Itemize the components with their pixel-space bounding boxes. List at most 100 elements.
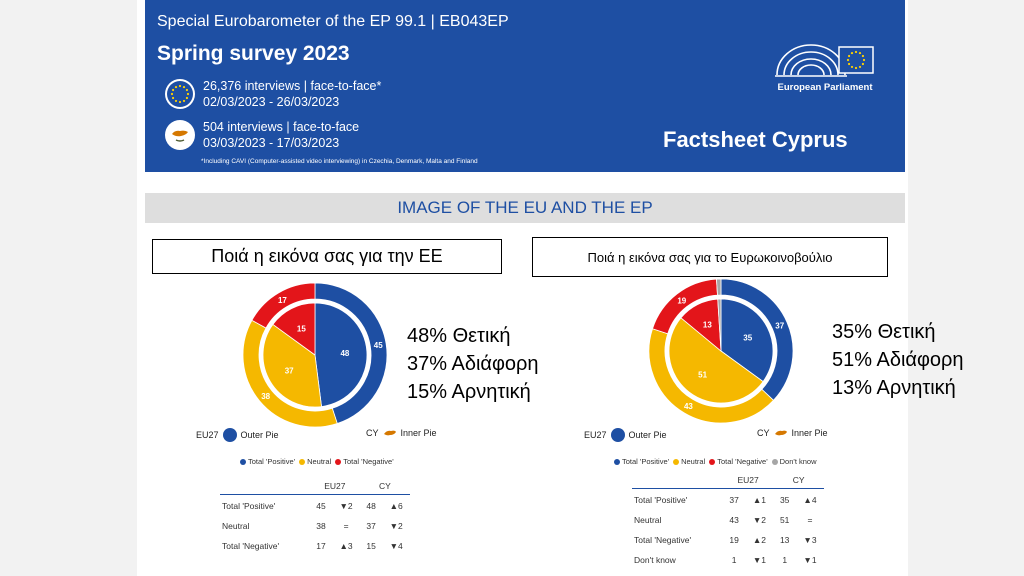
eu27-value: 43 [729, 515, 739, 525]
negative-dot [335, 458, 342, 465]
star-icon [858, 51, 862, 55]
question-eu-image: Ποιά η εικόνα σας για την ΕΕ [152, 239, 502, 274]
eu-flag-icon [610, 428, 625, 442]
factsheet-title: Factsheet Cyprus [663, 127, 848, 152]
star-icon [850, 65, 854, 69]
eu27-change: = [343, 521, 349, 531]
eu-flag-icon [222, 428, 237, 442]
star-icon [182, 99, 186, 103]
table-row: Total 'Negative' 17 ▲3 15 ▼4 [220, 536, 410, 556]
survey-reference: Special Eurobarometer of the EP 99.1 | E… [157, 13, 509, 30]
ep-summary-positive: 35% Θετική [832, 321, 936, 343]
inner-pie-legend-left: CY Inner Pie [366, 428, 437, 438]
cy-slice-0 [314, 302, 368, 408]
eu-image-table: EU27 CY Total 'Positive' 45 ▼2 48 ▲6 Neutral 3… [220, 478, 410, 556]
ep-image-summary: 35% Θετική 51% Αδιάφορη 13% Αρνητική [832, 318, 964, 402]
star-icon [185, 88, 189, 92]
methodology-note: *Including CAVI (Computer-assisted video… [201, 158, 478, 165]
eu27-data-label: 19 [677, 296, 686, 305]
ep-summary-negative: 13% Αρνητική [832, 377, 956, 399]
table-row: Total 'Positive' 37 ▲1 35 ▲4 [632, 489, 824, 511]
inner-pie-label: Inner Pie [400, 428, 437, 438]
cy-change: ▲4 [803, 495, 817, 505]
cy-value: 13 [779, 535, 790, 545]
star-icon [858, 65, 862, 69]
eu27-value: 17 [316, 541, 326, 551]
cy-change: ▼1 [803, 555, 817, 565]
positive-dot [240, 458, 246, 465]
star-icon [171, 96, 175, 100]
negative-dot [709, 458, 716, 465]
cy-slice-2 [272, 302, 316, 356]
cy-data-label: 51 [698, 371, 707, 380]
legend-negative: Total 'Negative' [343, 457, 394, 466]
star-icon [862, 58, 866, 62]
eu27-change: ▲2 [752, 535, 766, 545]
eu27-change: ▲3 [339, 541, 353, 551]
row-label: Total 'Negative' [222, 541, 280, 551]
eu27-value: 38 [316, 521, 326, 531]
eu27-data-label: 37 [775, 322, 784, 331]
star-icon [170, 92, 174, 96]
table-row: Don't know 1 ▼1 1 ▼1 [632, 550, 824, 570]
legend-positive: Total 'Positive' [622, 457, 670, 466]
star-icon [186, 92, 190, 96]
table-row: Total 'Positive' 45 ▼2 48 ▲6 [220, 495, 410, 517]
series-legend-left: Total 'Positive' Neutral Total 'Negative… [236, 457, 394, 466]
survey-title: Spring survey 2023 [157, 42, 350, 65]
eu-interviews-text: 26,376 interviews | face-to-face* [203, 79, 382, 93]
table-header-cy: CY [359, 478, 410, 495]
eu27-data-label: 45 [374, 341, 383, 350]
eu-image-pie-chart: 45 38 17 48 37 15 [242, 282, 388, 428]
cy-interviews-text: 504 interviews | face-to-face [203, 120, 360, 134]
eu27-change: ▼1 [752, 555, 766, 565]
eu-interviews-row: 26,376 interviews | face-to-face* 02/03/… [165, 78, 381, 110]
header-banner: Special Eurobarometer of the EP 99.1 | E… [145, 0, 905, 172]
cy-data-label: 37 [285, 366, 294, 375]
neutral-dot [299, 458, 306, 465]
eu27-label: EU27 [584, 430, 607, 440]
table-row: Neutral 43 ▼2 51 = [632, 510, 824, 530]
row-label: Don't know [634, 555, 676, 565]
ring-separator [259, 299, 371, 411]
cy-interviews-row: 504 interviews | face-to-face 03/03/2023… [165, 119, 359, 151]
star-icon [174, 99, 178, 103]
eu27-change: ▼2 [752, 515, 766, 525]
cy-slice-1 [668, 317, 764, 404]
cy-value: 37 [366, 521, 376, 531]
row-label: Total 'Positive' [634, 495, 688, 505]
star-icon [178, 84, 182, 88]
table-row: Total 'Negative' 19 ▲2 13 ▼3 [632, 530, 824, 550]
star-icon [850, 51, 854, 55]
ep-image-table: EU27 CY Total 'Positive' 37 ▲1 35 ▲4 Neutral 4… [632, 472, 824, 570]
outer-pie-legend-right: EU27 Outer Pie [584, 428, 667, 442]
table-header-blank [632, 472, 723, 489]
table-header-eu27: EU27 [722, 472, 774, 489]
cyprus-map-icon [774, 430, 787, 436]
eu-summary-positive: 48% Θετική [407, 325, 511, 347]
question-ep-image: Ποιά η εικόνα σας για το Ευρωκοινοβούλιο [532, 237, 888, 277]
cy-label: CY [757, 428, 770, 438]
eu27-data-label: 17 [278, 296, 287, 305]
section-title: IMAGE OF THE EU AND THE EP [145, 193, 905, 223]
eu27-slice-3 [716, 278, 722, 296]
eu27-value: 1 [731, 555, 737, 565]
cy-value: 15 [366, 541, 376, 551]
eu27-value: 19 [729, 535, 739, 545]
eu27-value: 37 [729, 495, 739, 505]
cy-change: ▼4 [389, 541, 403, 551]
cy-value: 1 [782, 555, 788, 565]
cy-value: 35 [779, 495, 790, 505]
eu27-data-label: 43 [684, 402, 693, 411]
cy-dates-text: 03/03/2023 - 17/03/2023 [203, 136, 340, 150]
inner-pie-label: Inner Pie [791, 428, 828, 438]
star-icon [185, 96, 189, 100]
star-icon [178, 100, 182, 104]
star-icon [182, 85, 186, 89]
row-label: Total 'Positive' [222, 501, 276, 511]
cy-data-label: 15 [297, 324, 306, 333]
legend-neutral: Neutral [681, 457, 706, 466]
legend-positive: Total 'Positive' [248, 457, 296, 466]
cy-value: 48 [366, 501, 376, 511]
outer-pie-label: Outer Pie [240, 430, 279, 440]
